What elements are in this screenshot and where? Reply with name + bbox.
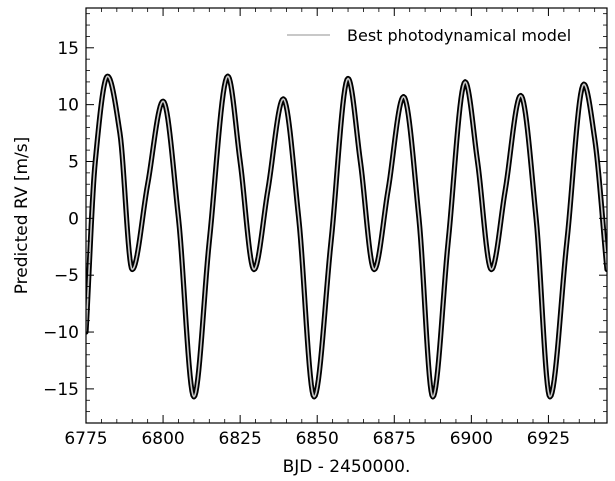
x-tick-label: 6800 [141,429,184,449]
x-axis-label: BJD - 2450000. [283,457,411,477]
y-tick-label: 10 [57,96,79,116]
model-envelope-0 [86,73,607,400]
x-tick-label: 6825 [219,429,262,449]
plot-frame [85,7,608,424]
y-tick-label: −5 [54,266,79,286]
y-tick-label: 5 [68,152,79,172]
y-tick-label: −10 [43,323,79,343]
y-tick-label: 0 [68,209,79,229]
x-tick-label: 6925 [527,429,570,449]
x-tick-label: 6775 [64,429,107,449]
y-axis-label: Predicted RV [m/s] [12,137,32,295]
model-line-0 [86,75,607,398]
x-tick-label: 6900 [450,429,493,449]
legend-label: Best photodynamical model [347,26,571,45]
y-tick-label: 15 [57,39,79,59]
x-tick-label: 6850 [296,429,339,449]
y-tick-label: −15 [43,380,79,400]
legend: Best photodynamical model [287,26,571,45]
curve-group [86,73,607,400]
plot-layer [86,73,607,400]
axes-layer: 6775 6800 6825 6850 6875 6900 6925 −15 −10 −5 0 5 10… [43,7,608,449]
x-tick-label: 6875 [373,429,416,449]
